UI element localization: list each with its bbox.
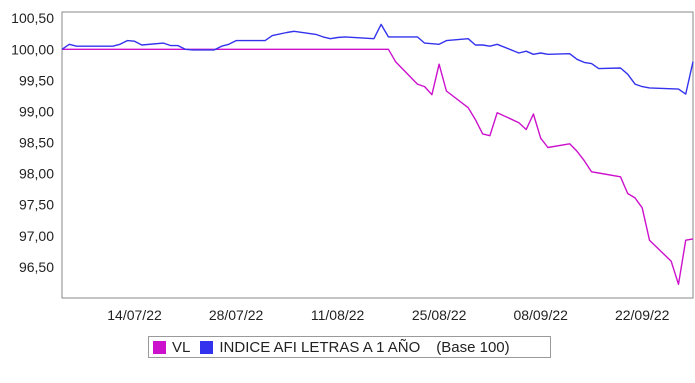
x-tick-label: 22/09/22	[615, 307, 670, 323]
series-lines	[61, 23, 694, 285]
y-axis-ticks: 100,50 100,00 99,50 99,00 98,50 98,00 97,50 97,…	[11, 10, 54, 275]
series-line-vl	[62, 48, 694, 285]
legend: VL INDICE AFI LETRAS A 1 AÑO (Base 100)	[148, 336, 551, 358]
y-tick-label: 100,00	[11, 41, 54, 57]
y-tick-label: 98,50	[19, 135, 54, 151]
series-line-indice	[61, 23, 694, 95]
x-tick-label: 14/07/22	[107, 307, 162, 323]
x-tick-label: 11/08/22	[311, 307, 365, 323]
legend-swatch-vl	[153, 340, 166, 354]
legend-label-vl: VL	[172, 338, 191, 356]
legend-swatch-indice	[200, 340, 214, 354]
legend-label-indice: INDICE AFI LETRAS A 1 AÑO	[219, 338, 421, 356]
legend-item-vl: VL	[153, 339, 190, 356]
legend-item-indice: INDICE AFI LETRAS A 1 AÑO	[200, 339, 420, 356]
y-tick-label: 99,00	[19, 103, 54, 119]
x-tick-label: 25/08/22	[412, 307, 467, 323]
y-tick-label: 98,00	[19, 166, 54, 182]
legend-base-note: (Base 100)	[436, 338, 510, 356]
y-tick-label: 97,00	[19, 228, 54, 244]
y-tick-label: 99,50	[19, 72, 54, 88]
plot-area	[61, 11, 694, 299]
x-tick-label: 28/07/22	[209, 307, 264, 323]
x-tick-label: 08/09/22	[513, 307, 568, 323]
y-tick-label: 97,50	[19, 197, 54, 213]
x-axis-ticks: 14/07/22 28/07/22 11/08/22 25/08/22 08/09/22…	[107, 307, 669, 323]
y-tick-label: 96,50	[19, 259, 54, 275]
y-tick-label: 100,50	[11, 10, 54, 26]
